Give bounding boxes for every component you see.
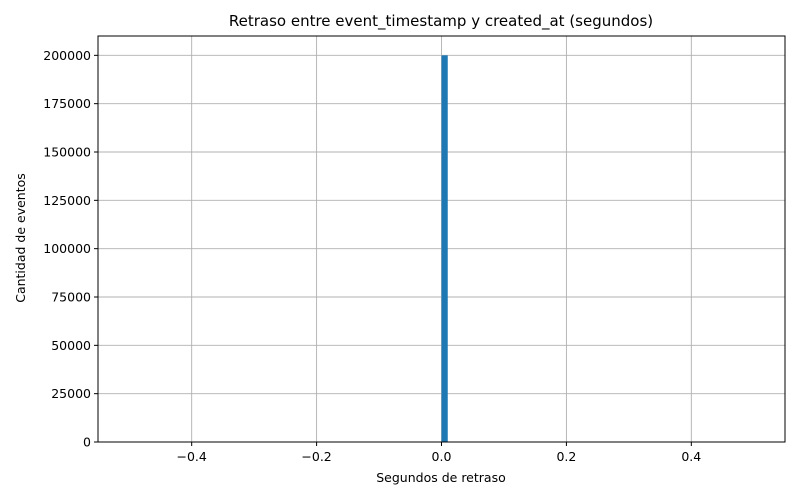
y-tick-label: 50000 bbox=[51, 338, 91, 353]
y-tick-label: 25000 bbox=[51, 386, 91, 401]
x-tick-label: 0.0 bbox=[432, 449, 452, 464]
x-tick-label: 0.2 bbox=[556, 449, 576, 464]
histogram-bar bbox=[441, 55, 448, 442]
y-axis-label: Cantidad de eventos bbox=[13, 173, 28, 303]
x-tick-label: −0.4 bbox=[177, 449, 207, 464]
y-tick-label: 0 bbox=[83, 435, 91, 450]
y-tick-label: 75000 bbox=[51, 290, 91, 305]
x-tick-label: 0.4 bbox=[681, 449, 701, 464]
x-axis-ticks: −0.4 −0.2 0.0 0.2 0.4 bbox=[177, 442, 701, 464]
y-axis-ticks: 0 25000 50000 75000 100000 125000 150000 175000… bbox=[43, 48, 98, 450]
y-tick-label: 200000 bbox=[43, 48, 91, 63]
y-tick-label: 100000 bbox=[43, 241, 91, 256]
y-tick-label: 125000 bbox=[43, 193, 91, 208]
y-tick-label: 175000 bbox=[43, 96, 91, 111]
x-axis-label: Segundos de retraso bbox=[376, 470, 506, 485]
bars bbox=[441, 55, 448, 442]
y-tick-label: 150000 bbox=[43, 145, 91, 160]
chart-title: Retraso entre event_timestamp y created_… bbox=[229, 12, 653, 31]
x-tick-label: −0.2 bbox=[301, 449, 331, 464]
